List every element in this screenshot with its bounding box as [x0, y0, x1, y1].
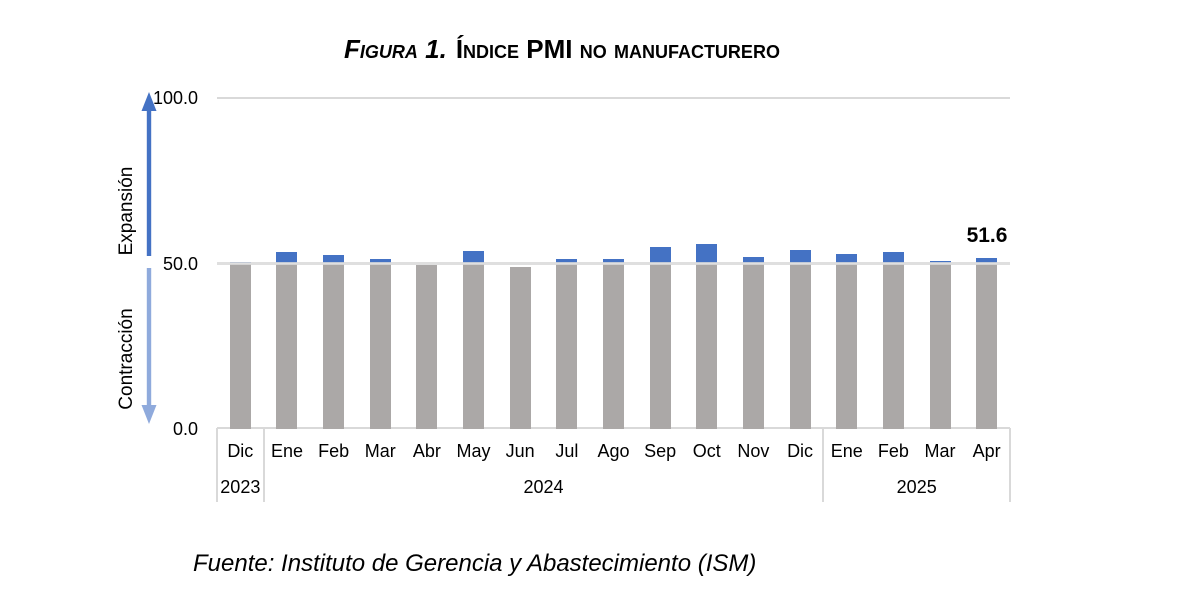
bar-base-segment — [882, 263, 904, 429]
bar-base-segment — [463, 263, 485, 429]
month-label: May — [456, 441, 491, 461]
y-tick-50: 50.0 — [162, 254, 198, 274]
month-label: Sep — [644, 441, 677, 461]
bar-expansion-segment — [789, 249, 811, 264]
year-separator — [216, 428, 218, 502]
bar-base-segment — [323, 263, 345, 429]
bar-base-segment — [929, 263, 951, 429]
gridline-100 — [217, 97, 1010, 99]
bar-expansion-segment — [882, 251, 904, 264]
bar-base-segment — [509, 267, 531, 429]
chart-title-main: Índice PMI no manufacturero — [455, 34, 780, 64]
bar-base-segment — [742, 263, 764, 429]
gridline-50 — [217, 262, 1010, 265]
year-separator — [262, 428, 265, 502]
month-label: Nov — [737, 441, 770, 461]
month-label: Ene — [830, 441, 863, 461]
bar-base-segment — [649, 263, 671, 429]
month-label: Abr — [412, 441, 441, 461]
bar-base-segment — [603, 263, 624, 429]
bar-expansion-segment — [323, 254, 345, 264]
bar-base-segment — [696, 263, 718, 429]
bar-base-segment — [369, 263, 391, 429]
bar-base-segment — [416, 265, 438, 429]
bar-expansion-segment — [556, 258, 578, 264]
year-separator — [822, 428, 825, 502]
month-label: Feb — [318, 441, 350, 461]
month-label: Jul — [555, 441, 579, 461]
bar-expansion-segment — [276, 252, 298, 264]
bar-expansion-segment — [463, 250, 485, 264]
y-tick-0: 0.0 — [172, 419, 198, 439]
month-label: Dic — [227, 441, 254, 461]
bar-base-segment — [556, 263, 578, 429]
year-label: 2023 — [220, 477, 261, 497]
month-label: Feb — [877, 441, 909, 461]
bar-expansion-segment — [742, 256, 764, 264]
month-label: Apr — [972, 441, 1001, 461]
expansion-axis-label: Expansión — [116, 166, 137, 256]
month-label: Ago — [597, 441, 630, 461]
month-label: Ene — [270, 441, 303, 461]
bar-base-segment — [789, 263, 811, 429]
bar-expansion-segment — [649, 247, 671, 264]
bar-base-segment — [836, 263, 858, 429]
source-note: Fuente: Instituto de Gerencia y Abasteci… — [193, 550, 757, 577]
month-label: Mar — [924, 441, 956, 461]
bar-expansion-segment — [976, 258, 998, 264]
last-value-data-label: 51.6 — [966, 224, 1008, 247]
year-label: 2025 — [896, 477, 937, 497]
year-label: 2024 — [523, 477, 564, 497]
contraction-axis-label: Contracción — [116, 308, 137, 410]
contraction-arrow-icon — [141, 268, 157, 424]
expansion-arrow-icon — [141, 92, 157, 256]
bar-expansion-segment — [696, 243, 718, 264]
month-label: Mar — [364, 441, 396, 461]
bar-base-segment — [229, 263, 251, 429]
bar-expansion-segment — [603, 258, 624, 264]
bar-expansion-segment — [836, 254, 858, 264]
bar-base-segment — [976, 263, 998, 429]
month-label: Oct — [692, 441, 721, 461]
month-label: Jun — [505, 441, 535, 461]
bar-expansion-segment — [369, 258, 391, 264]
bar-base-segment — [276, 263, 298, 429]
chart-title-prefix: Figura 1. — [344, 34, 447, 64]
year-separator — [1009, 428, 1011, 502]
month-label: Dic — [787, 441, 814, 461]
chart-title: Figura 1. Índice PMI no manufacturero — [0, 34, 1124, 65]
y-tick-100: 100.0 — [152, 88, 198, 108]
